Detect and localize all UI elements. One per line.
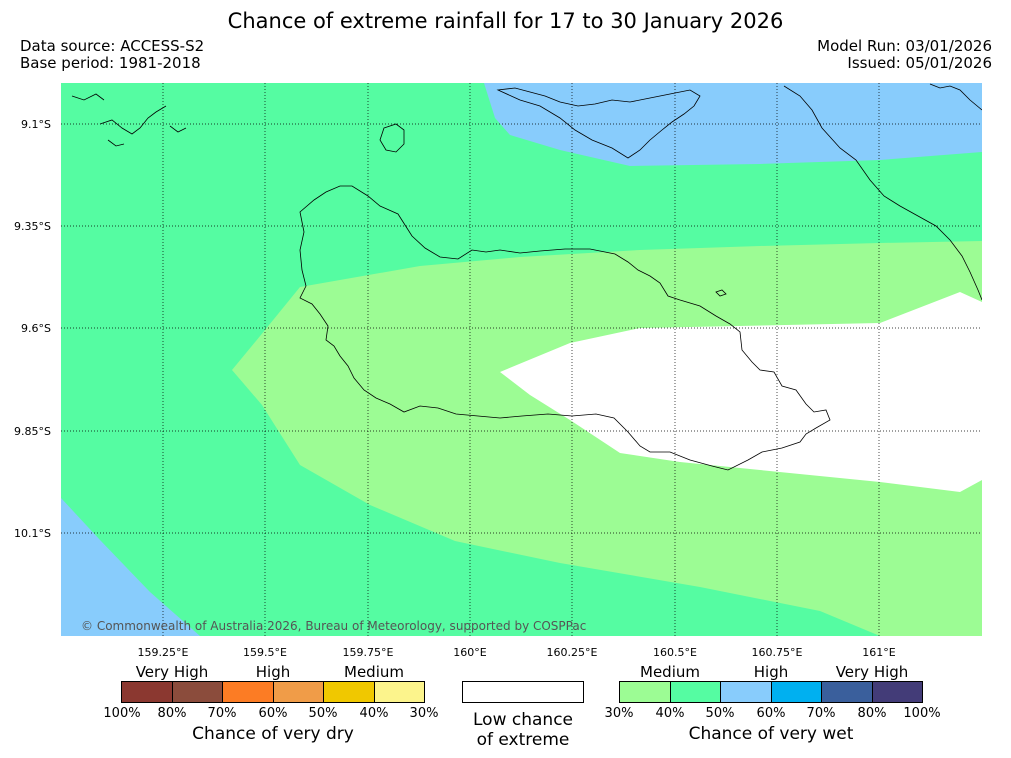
wet-swatch-70-80 [822,682,873,702]
run-info: Model Run: 03/01/2026 Issued: 05/01/2026 [817,38,992,72]
dry-legend-title: Chance of very dry [192,724,354,744]
low-chance-label-line2: of extreme [476,730,570,750]
wet-swatch-50-60 [721,682,772,702]
zone-wet-high-southwest [61,498,200,636]
wet-tick: 30% [604,706,634,721]
wet-very-high-heading: Very High [835,663,909,681]
lon-label: 159.25°E [138,646,189,659]
lat-label: 10.1°S [14,527,51,540]
data-source-text: Data source: ACCESS-S2 [20,37,205,55]
coastline-northeast-island [783,83,982,301]
wet-high-heading: High [753,663,789,681]
lon-label: 159.75°E [343,646,394,659]
copyright-notice: © Commonwealth of Australia 2026, Bureau… [81,619,586,633]
wet-tick: 80% [857,706,887,721]
dry-swatch-50-40 [324,682,375,702]
wet-medium-heading: Medium [640,663,700,681]
wet-colorbar [619,681,923,703]
dry-medium-heading: Medium [344,663,404,681]
coastline-small-island [379,123,405,153]
lon-label: 160.75°E [752,646,803,659]
dry-swatch-60-50 [273,682,324,702]
base-period-text: Base period: 1981-2018 [20,54,201,72]
zone-wet-high-north [484,83,982,166]
lon-label: 160.25°E [547,646,598,659]
longitude-labels: 159.25°E 159.5°E 159.75°E 160°E 160.25°E… [138,646,896,659]
wet-tick: 50% [705,706,735,721]
dry-tick: 70% [207,706,237,721]
coastline-small-islet [715,289,727,297]
dry-high-heading: High [255,663,291,681]
dry-tick: 40% [359,706,389,721]
coastline-north-island [496,87,701,159]
dry-tick: 100% [103,706,141,721]
dry-swatch-40-30 [374,682,424,702]
forecast-map: 9.1°S 9.35°S 9.6°S 9.85°S 10.1°S 159.25°… [14,83,982,659]
dry-swatch-70-60 [223,682,274,702]
map-title: Chance of extreme rainfall for 17 to 30 … [227,9,784,33]
lat-label: 9.1°S [21,118,51,131]
coastline-main-island [299,185,831,471]
issued-text: Issued: 05/01/2026 [847,54,992,72]
lon-label: 160°E [453,646,486,659]
dry-swatch-100-80 [122,682,173,702]
lon-label: 160.5°E [653,646,697,659]
dry-tick: 30% [409,706,439,721]
wet-tick: 100% [903,706,941,721]
lat-label: 9.6°S [21,322,51,335]
dry-tick: 50% [308,706,338,721]
wet-swatch-40-50 [670,682,721,702]
wet-tick: 60% [756,706,786,721]
dry-colorbar [121,681,425,703]
coastline-northwest-islets [71,93,187,147]
dry-tick: 60% [258,706,288,721]
source-info: Data source: ACCESS-S2 Base period: 1981… [20,38,204,72]
lon-label: 159.5°E [243,646,287,659]
zone-low-chance [500,292,982,492]
wet-swatch-30-40 [620,682,671,702]
model-run-text: Model Run: 03/01/2026 [817,37,992,55]
wet-swatch-60-70 [771,682,822,702]
graticule [61,83,982,636]
dry-tick: 80% [157,706,187,721]
low-chance-label-line1: Low chance [473,710,573,730]
dry-swatch-80-70 [172,682,223,702]
wet-tick: 70% [806,706,836,721]
latitude-labels: 9.1°S 9.35°S 9.6°S 9.85°S 10.1°S [14,118,51,540]
dry-very-high-heading: Very High [135,663,209,681]
lat-label: 9.35°S [14,220,51,233]
lat-label: 9.85°S [14,425,51,438]
coastlines [71,83,982,471]
wet-legend-title: Chance of very wet [688,724,854,744]
low-chance-swatch [462,681,584,703]
wet-swatch-80-100 [872,682,922,702]
wet-tick: 40% [655,706,685,721]
lon-label: 161°E [862,646,895,659]
